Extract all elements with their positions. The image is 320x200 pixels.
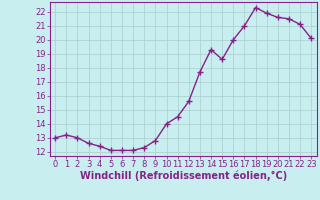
X-axis label: Windchill (Refroidissement éolien,°C): Windchill (Refroidissement éolien,°C) (80, 171, 287, 181)
